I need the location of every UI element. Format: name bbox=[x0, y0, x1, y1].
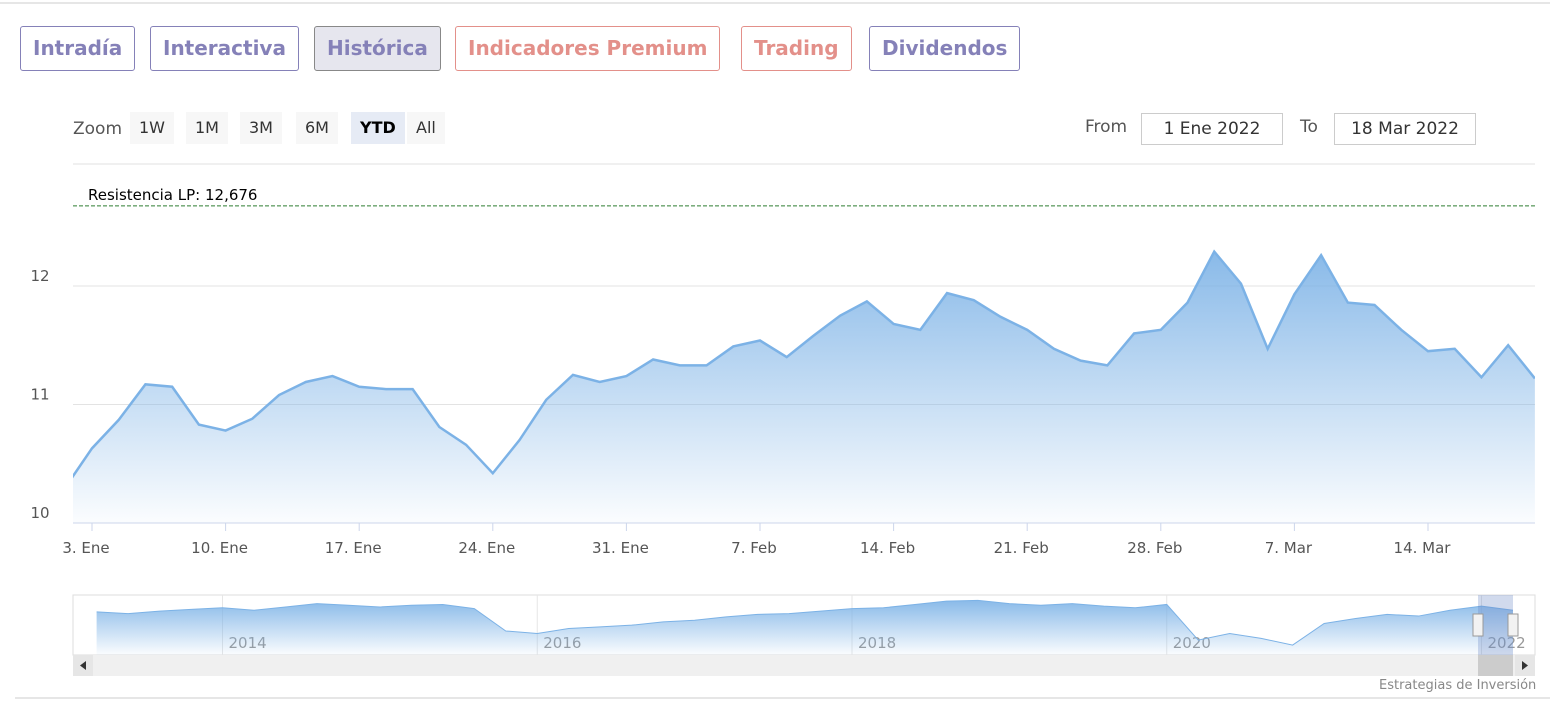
series bbox=[73, 249, 1535, 523]
zoom-button[interactable]: All bbox=[407, 112, 445, 144]
navigator-window bbox=[1478, 595, 1513, 655]
scrollbar[interactable] bbox=[73, 655, 1535, 676]
scroll-thumb[interactable] bbox=[1478, 655, 1513, 676]
navigator-line bbox=[96, 599, 1514, 646]
y-tick-label: 11 bbox=[30, 386, 49, 404]
from-input[interactable]: 1 Ene 2022 bbox=[1141, 113, 1283, 145]
x-tick-label: 14. Mar bbox=[1394, 539, 1452, 557]
zoom-button[interactable]: 1W bbox=[130, 112, 174, 144]
line bbox=[73, 249, 1535, 479]
y-tick-label: 10 bbox=[30, 504, 49, 522]
area-fill bbox=[73, 251, 1535, 523]
handle[interactable] bbox=[1472, 613, 1484, 637]
x-tick-label: 14. Feb bbox=[860, 539, 915, 557]
x-tick-label: 17. Ene bbox=[325, 539, 382, 557]
zoom-button[interactable]: 6M bbox=[296, 112, 338, 144]
tab[interactable]: Trading bbox=[741, 26, 852, 71]
tab[interactable]: Indicadores Premium bbox=[455, 26, 721, 71]
x-tick-label: 3. Ene bbox=[62, 539, 109, 557]
zoom-button[interactable]: 1M bbox=[186, 112, 228, 144]
x-tick-label: 21. Feb bbox=[994, 539, 1049, 557]
credit: Estrategias de Inversión bbox=[1379, 678, 1537, 693]
navigator-area bbox=[96, 600, 1513, 655]
x-tick-label: 24. Ene bbox=[458, 539, 515, 557]
zoom-button[interactable]: 3M bbox=[240, 112, 282, 144]
x-tick-label: 10. Ene bbox=[191, 539, 248, 557]
tab[interactable]: Interactiva bbox=[150, 26, 299, 71]
from-label: From bbox=[1085, 117, 1128, 137]
arrow-left bbox=[80, 661, 86, 670]
arrow-right bbox=[1522, 661, 1528, 670]
x-tick-label: 31. Ene bbox=[592, 539, 649, 557]
tab[interactable]: Dividendos bbox=[869, 26, 1021, 71]
y-tick-label: 12 bbox=[30, 267, 49, 285]
zoom-label: Zoom bbox=[73, 119, 123, 139]
x-tick-label: 7. Mar bbox=[1265, 539, 1313, 557]
tab[interactable]: Intradía bbox=[20, 26, 136, 71]
handle[interactable] bbox=[1507, 613, 1519, 637]
tab[interactable]: Histórica bbox=[314, 26, 441, 71]
zoom-button[interactable]: YTD bbox=[351, 112, 405, 144]
x-tick-label: 7. Feb bbox=[731, 539, 777, 557]
to-label: To bbox=[1300, 117, 1318, 137]
navigator-series bbox=[96, 599, 1514, 655]
annotation: Resistencia LP: 12,676 bbox=[88, 186, 257, 204]
to-input[interactable]: 18 Mar 2022 bbox=[1334, 113, 1476, 145]
x-tick-label: 28. Feb bbox=[1127, 539, 1182, 557]
